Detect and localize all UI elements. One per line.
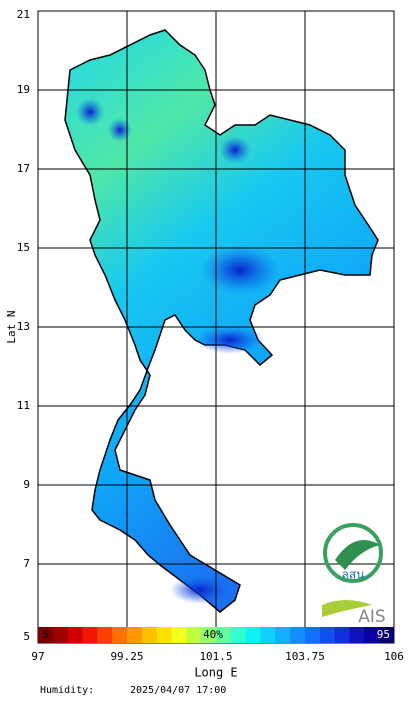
colorbar-swatch	[52, 627, 69, 643]
colorbar-swatch	[156, 627, 172, 643]
graticule	[38, 11, 394, 643]
y-tick-label: 7	[23, 557, 30, 570]
colorbar-swatch	[275, 627, 291, 643]
x-tick-label: 99.25	[110, 650, 143, 663]
colorbar-swatch	[260, 627, 276, 643]
colorbar-swatch	[38, 627, 54, 643]
colorbar-swatch	[112, 627, 128, 643]
colorbar-swatch	[349, 627, 365, 643]
colorbar-swatch	[290, 627, 306, 643]
logo-text: AIS	[358, 607, 385, 627]
footer-timestamp: 2025/04/07 17:00	[130, 685, 226, 696]
colorbar-swatch	[319, 627, 336, 643]
logo-lsn: ลสน	[323, 523, 383, 583]
colorbar-swatch	[171, 627, 187, 643]
y-tick-label: 11	[17, 399, 30, 412]
y-tick-label: 13	[17, 320, 30, 333]
y-tick-label: 21	[17, 8, 30, 21]
y-tick-label: 17	[17, 162, 30, 175]
colorbar-max-label: 95	[377, 628, 390, 641]
colorbar-swatch	[216, 627, 232, 643]
colorbar-swatch	[379, 627, 395, 643]
colorbar-swatch	[334, 627, 350, 643]
x-tick-label: 103.75	[285, 650, 325, 663]
y-tick-label: 9	[23, 478, 30, 491]
footer-variable: Humidity:	[40, 685, 94, 696]
colorbar-swatch	[245, 627, 261, 643]
y-tick-label: 19	[17, 83, 30, 96]
y-tick-label: 15	[17, 241, 30, 254]
colorbar	[38, 627, 395, 643]
x-tick-label: 101.5	[199, 650, 232, 663]
colorbar-swatch	[82, 627, 98, 643]
colorbar-swatch	[305, 627, 321, 643]
colorbar-swatch	[230, 627, 247, 643]
colorbar-swatch	[201, 627, 217, 643]
colorbar-swatch	[97, 627, 113, 643]
humidity-patches	[76, 98, 280, 604]
colorbar-mid-label: 40%	[203, 628, 223, 641]
colorbar-min-label: 5	[42, 628, 49, 641]
logo-text: ลสน	[342, 568, 365, 582]
x-tick-label: 97	[31, 650, 44, 663]
colorbar-swatch	[186, 627, 202, 643]
land	[64, 29, 379, 613]
logo-ais: AIS	[322, 600, 386, 627]
colorbar-swatch	[364, 627, 380, 643]
y-axis-label: Lat N	[5, 310, 18, 343]
x-tick-label: 106	[384, 650, 404, 663]
y-tick-label: 5	[23, 630, 30, 643]
colorbar-swatch	[127, 627, 143, 643]
colorbar-swatch	[67, 627, 83, 643]
country-shape	[64, 29, 379, 613]
colorbar-swatch	[141, 627, 158, 643]
x-axis-label: Long E	[194, 666, 237, 680]
